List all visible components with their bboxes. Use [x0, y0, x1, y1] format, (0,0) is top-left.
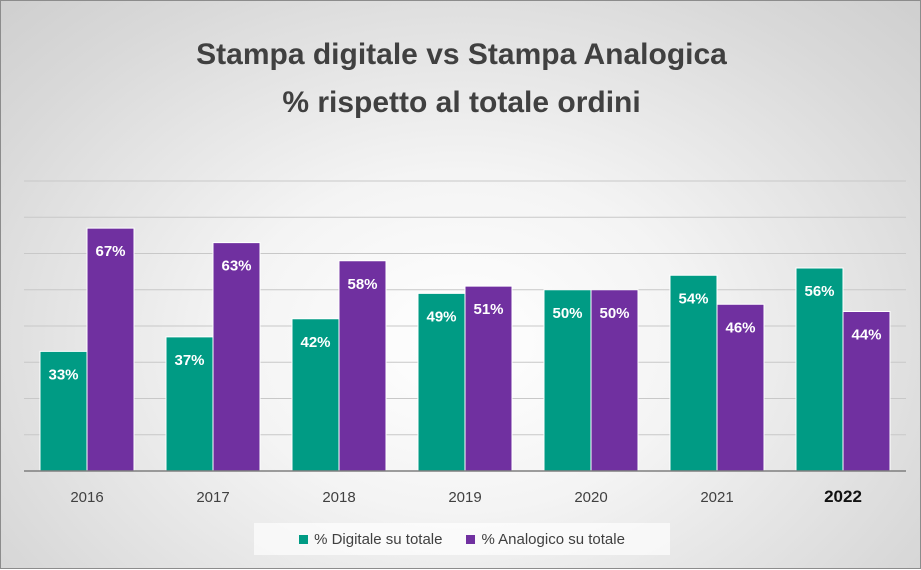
bar-digitale-2022 — [795, 267, 844, 472]
x-tick-label-2019: 2019 — [448, 489, 481, 506]
data-label-analogico-2019: 51% — [473, 301, 503, 318]
bar-analogico-2017 — [212, 242, 261, 472]
x-tick-label-2018: 2018 — [322, 489, 355, 506]
bar-digitale-2018 — [291, 318, 340, 472]
data-label-analogico-2017: 63% — [221, 258, 251, 275]
bar-analogico-2019 — [464, 285, 513, 472]
legend-label-digitale: % Digitale su totale — [314, 530, 443, 548]
chart-title: Stampa digitale vs Stampa Analogica % ri… — [1, 31, 921, 127]
legend-swatch-analogico — [466, 534, 476, 544]
bar-analogico-2021 — [716, 303, 765, 472]
data-label-digitale-2018: 42% — [300, 334, 330, 351]
legend-swatch-digitale — [299, 534, 309, 544]
data-label-analogico-2022: 44% — [851, 327, 881, 344]
chart-title-line-1: Stampa digitale vs Stampa Analogica — [196, 38, 727, 71]
bar-digitale-2019 — [417, 292, 466, 472]
data-label-analogico-2021: 46% — [725, 319, 755, 336]
legend-item-analogico: % Analogico su totale — [466, 530, 625, 548]
data-label-analogico-2018: 58% — [347, 276, 377, 293]
bar-analogico-2020 — [590, 289, 639, 472]
bar-digitale-2020 — [543, 289, 592, 472]
bar-analogico-2018 — [338, 260, 387, 472]
chart-title-line-2: % rispetto al totale ordini — [282, 86, 641, 119]
data-label-digitale-2021: 54% — [678, 290, 708, 307]
bar-digitale-2021 — [669, 274, 718, 472]
data-label-digitale-2017: 37% — [174, 352, 204, 369]
bar-analogico-2022 — [842, 311, 891, 472]
bar-analogico-2016 — [86, 227, 135, 472]
chart-legend: % Digitale su totale % Analogico su tota… — [254, 523, 670, 555]
data-label-analogico-2020: 50% — [599, 305, 629, 322]
data-label-digitale-2016: 33% — [48, 366, 78, 383]
x-tick-label-2022: 2022 — [824, 487, 862, 506]
x-tick-label-2017: 2017 — [196, 489, 229, 506]
data-label-analogico-2016: 67% — [95, 243, 125, 260]
x-tick-label-2016: 2016 — [70, 489, 103, 506]
data-label-digitale-2020: 50% — [552, 305, 582, 322]
data-label-digitale-2022: 56% — [804, 283, 834, 300]
legend-label-analogico: % Analogico su totale — [481, 530, 625, 548]
data-label-digitale-2019: 49% — [426, 308, 456, 325]
x-tick-label-2020: 2020 — [574, 489, 607, 506]
legend-item-digitale: % Digitale su totale — [299, 531, 442, 548]
x-tick-label-2021: 2021 — [700, 489, 733, 506]
